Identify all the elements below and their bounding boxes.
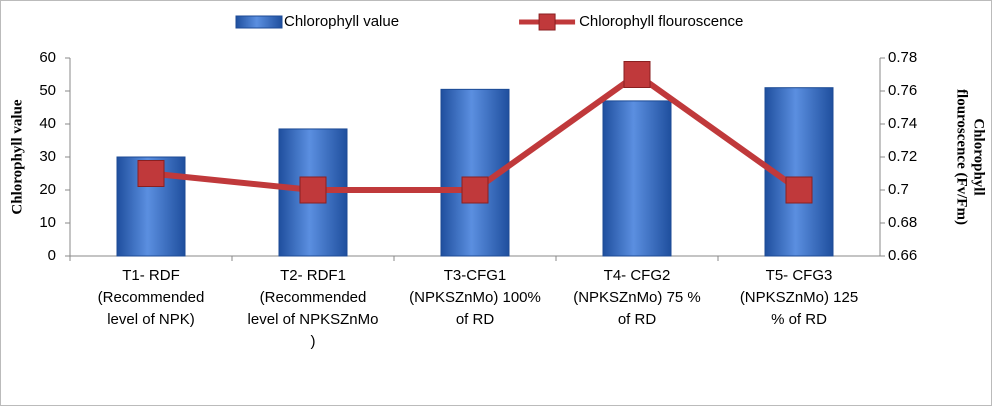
x-tick-label: T5- CFG3: [766, 267, 833, 284]
legend-swatch: [538, 13, 556, 31]
y2-axis-label: Chlorophyll: [971, 118, 987, 195]
y-tick-label: 30: [39, 148, 56, 165]
x-tick-label: (NPKSZnMo) 75 %: [573, 289, 701, 306]
marker: [137, 160, 165, 187]
bar: [602, 100, 672, 257]
marker: [299, 176, 327, 204]
x-tick-label: (NPKSZnMo) 125: [740, 289, 858, 306]
marker: [461, 176, 489, 204]
y-tick-label: 50: [39, 82, 56, 99]
legend-label: Chlorophyll flouroscence: [579, 13, 743, 30]
x-tick-label: (Recommended: [260, 289, 367, 306]
y2-axis-label: flouroscence (Fv/Fm): [954, 89, 970, 225]
y-tick-label: 20: [39, 181, 56, 198]
y-tick-label: 10: [39, 214, 56, 231]
legend-swatch: [235, 15, 283, 29]
y-tick-label: 0: [48, 247, 56, 264]
y2-tick-label: 0.68: [888, 214, 917, 231]
x-tick-label: (Recommended: [98, 289, 205, 306]
marker: [623, 61, 651, 88]
x-tick-label: T3-CFG1: [444, 267, 507, 284]
x-tick-label: T4- CFG2: [604, 267, 671, 284]
y2-tick-label: 0.74: [888, 115, 917, 132]
y2-tick-label: 0.78: [888, 49, 917, 66]
x-tick-label: T1- RDF: [122, 267, 180, 284]
y2-tick-label: 0.72: [888, 148, 917, 165]
y-tick-label: 40: [39, 115, 56, 132]
y2-tick-label: 0.76: [888, 82, 917, 99]
x-tick-label: level of NPKSZnMo: [248, 311, 379, 328]
x-tick-label: ): [311, 333, 316, 350]
x-tick-label: level of NPK): [107, 311, 195, 328]
x-tick-label: of RD: [618, 311, 657, 328]
y2-tick-label: 0.66: [888, 247, 917, 264]
x-tick-label: of RD: [456, 311, 495, 328]
y-tick-label: 60: [39, 49, 56, 66]
legend-label: Chlorophyll value: [284, 13, 399, 30]
y-axis-label: Chlorophyll value: [9, 99, 25, 215]
marker: [785, 176, 813, 204]
y2-tick-label: 0.7: [888, 181, 909, 198]
x-tick-label: (NPKSZnMo) 100%: [409, 289, 541, 306]
x-tick-label: T2- RDF1: [280, 267, 346, 284]
x-tick-label: % of RD: [771, 311, 827, 328]
